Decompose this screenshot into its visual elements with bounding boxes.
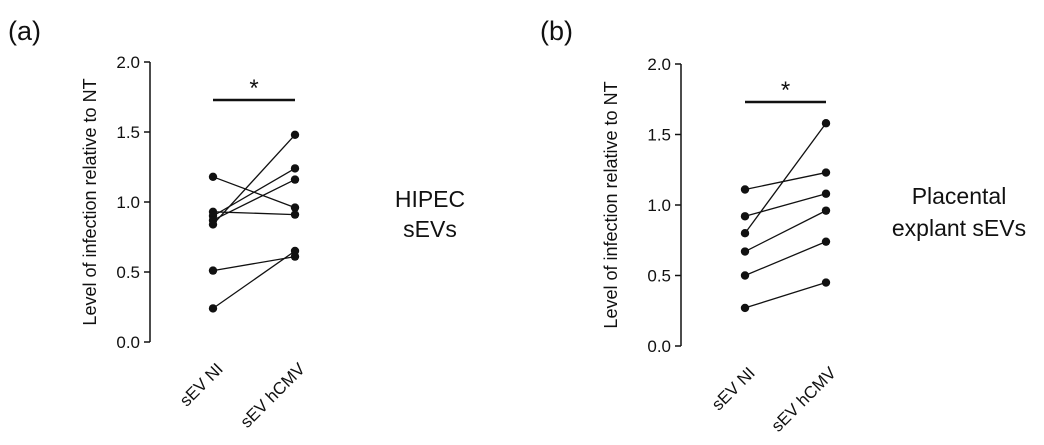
pair-line: [744, 171, 827, 191]
point-sev-ni: [740, 212, 750, 221]
y-tick-label: 1.0: [647, 196, 671, 215]
y-tick-label: 0.5: [647, 267, 671, 286]
pair-line: [744, 122, 827, 234]
pair-line: [744, 281, 827, 309]
y-tick-label: 0.5: [116, 263, 140, 282]
pair-line: [212, 179, 296, 221]
point-sev-ni: [740, 271, 750, 280]
point-sev-ni: [208, 266, 218, 275]
pair-line: [212, 255, 296, 272]
pair-line: [744, 193, 827, 217]
panel-label: (a): [8, 16, 41, 46]
panel-label: (b): [540, 16, 573, 46]
x-tick-label: sEV hCMV: [237, 359, 310, 432]
pair-line: [212, 134, 296, 225]
point-sev-hcmv: [290, 175, 300, 184]
y-tick-label: 1.0: [116, 193, 140, 212]
pair-line: [212, 167, 296, 217]
side-label-line2: explant sEVs: [892, 215, 1026, 241]
point-sev-ni: [740, 185, 750, 194]
point-sev-hcmv: [821, 278, 831, 287]
point-sev-hcmv: [821, 119, 831, 128]
y-tick-label: 0.0: [647, 337, 671, 356]
x-tick-label: sEV NI: [708, 363, 759, 414]
point-sev-hcmv: [290, 130, 300, 139]
point-sev-hcmv: [821, 206, 831, 215]
point-sev-hcmv: [290, 203, 300, 212]
pair-line: [212, 211, 296, 216]
point-sev-ni: [208, 220, 218, 229]
point-sev-ni: [740, 303, 750, 313]
x-tick-label: sEV hCMV: [768, 363, 841, 436]
point-sev-hcmv: [290, 210, 300, 219]
y-tick-label: 2.0: [647, 55, 671, 74]
y-axis-title: Level of infection relative to NT: [80, 78, 100, 325]
pair-line: [744, 210, 827, 253]
y-tick-label: 1.5: [647, 126, 671, 145]
point-sev-hcmv: [290, 246, 300, 256]
x-tick-label: sEV NI: [176, 359, 227, 410]
point-sev-ni: [208, 304, 218, 313]
point-sev-ni: [740, 229, 750, 238]
y-tick-label: 0.0: [116, 333, 140, 352]
pair-line: [744, 241, 827, 277]
side-label-line1: Placental: [912, 183, 1007, 209]
y-tick-label: 2.0: [116, 53, 140, 72]
y-tick-label: 1.5: [116, 123, 140, 142]
significance-star: *: [249, 75, 258, 102]
side-label-line1: HIPEC: [395, 186, 465, 212]
point-sev-hcmv: [821, 168, 831, 177]
y-axis-title: Level of infection relative to NT: [601, 81, 621, 328]
side-label-line2: sEVs: [403, 216, 457, 242]
point-sev-ni: [208, 172, 218, 181]
point-sev-hcmv: [821, 189, 831, 198]
point-sev-hcmv: [821, 237, 831, 246]
pair-line: [212, 250, 296, 309]
panel-b: (b) 0.0 0.5 1.0 1.5 2.0 Level of infection rel…: [540, 16, 1026, 436]
point-sev-hcmv: [290, 164, 300, 173]
panel-a: (a) 0.0 0.5 1.0 1.5 2.0 Level of infection rel…: [8, 16, 465, 432]
significance-star: *: [781, 77, 790, 104]
point-sev-ni: [740, 247, 750, 256]
